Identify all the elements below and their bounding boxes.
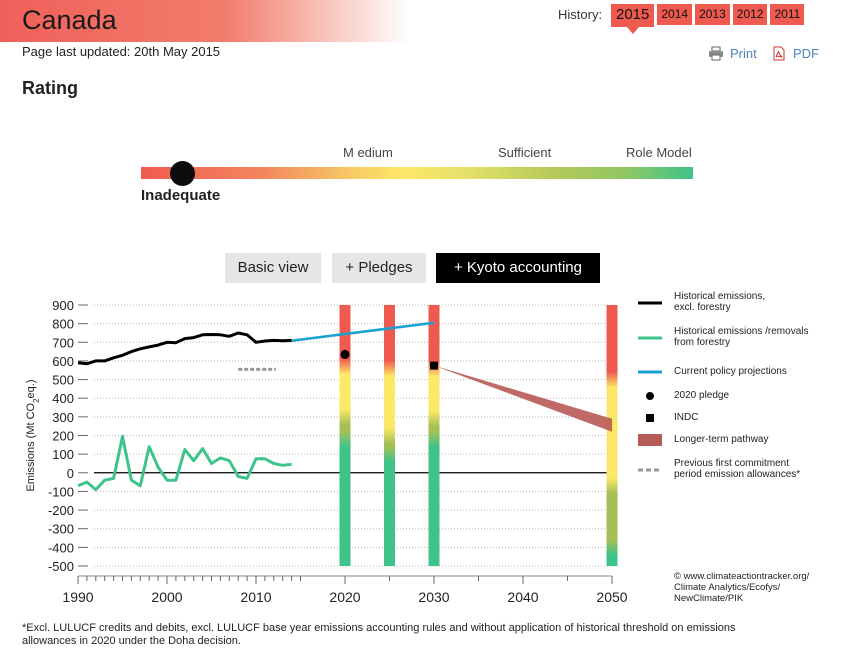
legend-label: Historical emissions, xyxy=(674,291,765,302)
rating-bar-2030 xyxy=(428,305,440,566)
tab-year-2011[interactable]: 2011 xyxy=(770,4,805,25)
legend-label: 2020 pledge xyxy=(674,390,729,401)
current-policy-line xyxy=(291,321,435,343)
indc-marker xyxy=(430,361,438,370)
x-tick-label: 1990 xyxy=(62,589,93,605)
y-tick-label: 400 xyxy=(52,391,74,406)
scale-label-role-model: Role Model xyxy=(626,145,692,160)
kyoto-accounting-view-button[interactable]: + Kyoto accounting xyxy=(436,253,600,283)
chart-credit: © www.climateactiontracker.org/ xyxy=(674,571,810,582)
legend-label: period emission allowances* xyxy=(674,469,800,480)
rating-bar-rect xyxy=(428,305,440,566)
y-tick-label: 200 xyxy=(52,429,74,444)
rating-bar-2020 xyxy=(339,305,351,566)
legend-swatch xyxy=(646,392,654,400)
printer-icon xyxy=(709,46,723,61)
history-label: History: xyxy=(558,7,603,22)
y-tick-label: -500 xyxy=(48,559,74,574)
historical-emissions-line xyxy=(77,331,292,366)
tab-year-2013[interactable]: 2013 xyxy=(695,4,730,25)
longer-term-pathway xyxy=(434,365,612,432)
rating-bar-rect xyxy=(339,305,351,566)
last-updated: Page last updated: 20th May 2015 xyxy=(22,44,221,59)
legend-label: Historical emissions /removals xyxy=(674,326,808,337)
rating-scale-bar xyxy=(141,167,693,179)
y-tick-label: 800 xyxy=(52,317,74,332)
tab-year-2012[interactable]: 2012 xyxy=(732,4,768,25)
legend-label: from forestry xyxy=(674,337,730,348)
y-tick-label: 600 xyxy=(52,354,74,369)
legend-item: 2020 pledge xyxy=(646,390,729,401)
rating-bar-rect xyxy=(606,305,618,566)
x-tick-label: 2040 xyxy=(507,589,538,605)
y-tick-label: -100 xyxy=(48,484,74,499)
legend-swatch xyxy=(638,434,662,446)
y-tick-label: 500 xyxy=(52,373,74,388)
y-tick-label: -400 xyxy=(48,540,74,555)
x-tick-label: 2010 xyxy=(240,589,271,605)
legend-item: Current policy projections xyxy=(638,366,787,377)
forestry-emissions-line xyxy=(77,434,292,492)
pledge-2020-marker xyxy=(340,349,350,359)
rating-marker xyxy=(170,161,195,186)
legend-label: excl. forestry xyxy=(674,302,731,313)
legend-label: Longer-term pathway xyxy=(674,434,769,445)
pdf-link[interactable]: PDF xyxy=(771,46,819,61)
x-tick-label: 2030 xyxy=(418,589,449,605)
x-tick-label: 2050 xyxy=(596,589,627,605)
x-tick-label: 2000 xyxy=(151,589,182,605)
y-tick-label: 100 xyxy=(52,447,74,462)
print-link[interactable]: Print xyxy=(708,46,757,61)
chart-credit: NewClimate/PIK xyxy=(674,593,744,604)
y-tick-label: 700 xyxy=(52,335,74,350)
print-label: Print xyxy=(730,46,757,61)
y-tick-label: 300 xyxy=(52,410,74,425)
page-title: Canada xyxy=(22,5,117,35)
rating-value: Inadequate xyxy=(141,187,221,204)
y-tick-label: 0 xyxy=(67,466,74,481)
scale-label-medium: M edium xyxy=(343,145,393,160)
y-tick-label: 900 xyxy=(52,298,74,313)
y-tick-label: -300 xyxy=(48,522,74,537)
pdf-label: PDF xyxy=(793,46,819,61)
scale-label-sufficient: Sufficient xyxy=(498,145,552,160)
legend-item: Historical emissions,excl. forestry xyxy=(638,291,765,313)
legend-item: INDC xyxy=(646,412,698,423)
legend-label: INDC xyxy=(674,412,698,423)
rating-heading: Rating xyxy=(22,78,78,98)
history-year-tabs: 2015 2014 2013 2012 2011 xyxy=(611,4,805,34)
pledges-view-button[interactable]: + Pledges xyxy=(332,253,426,283)
footnote: *Excl. LULUCF credits and debits, excl. … xyxy=(22,622,736,647)
rating-bar-rect xyxy=(384,305,395,566)
x-tick-label: 2020 xyxy=(329,589,360,605)
legend-swatch xyxy=(646,414,654,422)
tab-year-2014[interactable]: 2014 xyxy=(657,4,693,25)
legend-item: Longer-term pathway xyxy=(638,434,769,446)
y-tick-label: -200 xyxy=(48,503,74,518)
pdf-icon xyxy=(773,46,785,61)
emissions-chart: Emissions (Mt CO2eq.) 900 800 700 600 500 400 3… xyxy=(25,291,810,605)
y-axis-label: Emissions (Mt CO2eq.) xyxy=(25,379,41,491)
chart-credit: Climate Analytics/Ecofys/ xyxy=(674,582,780,593)
legend-label: Previous first commitment xyxy=(674,458,789,469)
legend-label: Current policy projections xyxy=(674,366,787,377)
basic-view-button[interactable]: Basic view xyxy=(225,253,321,283)
title-band xyxy=(0,0,410,42)
rating-bar-2025 xyxy=(384,305,395,566)
tab-year-2015[interactable]: 2015 xyxy=(611,4,655,34)
rating-bar-2050 xyxy=(606,305,618,566)
